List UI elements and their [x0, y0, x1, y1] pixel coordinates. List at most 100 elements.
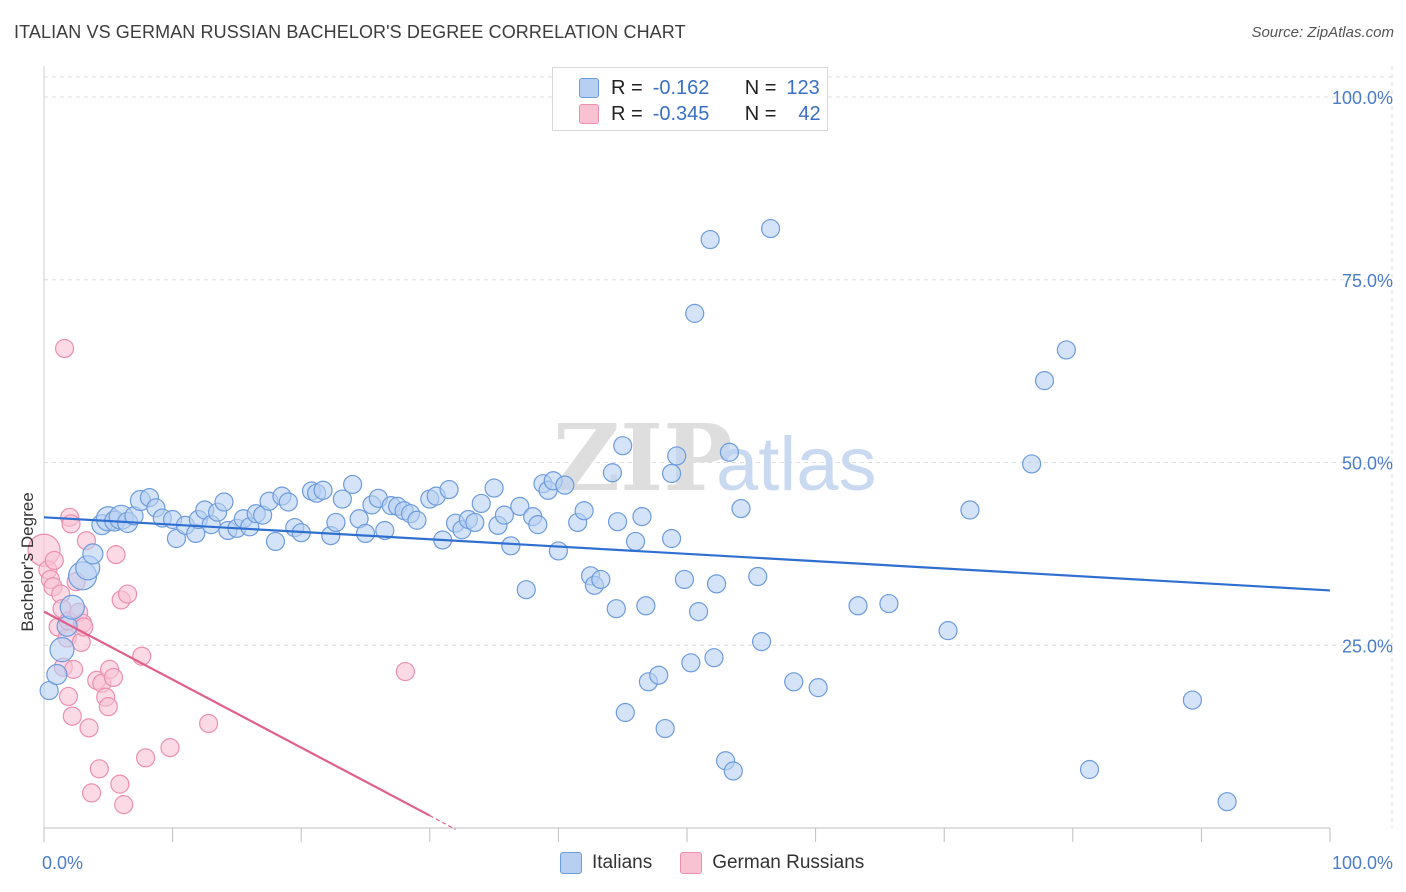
- y-tick-label: 25.0%: [1342, 636, 1393, 656]
- german-russian-point: [135, 748, 156, 768]
- italians-swatch: [579, 78, 599, 98]
- italian-point: [555, 475, 575, 495]
- italian-point: [748, 566, 768, 587]
- italian-point: [607, 512, 628, 532]
- series-legend: Italians German Russians: [560, 852, 892, 874]
- chart-title: ITALIAN VS GERMAN RUSSIAN BACHELOR'S DEG…: [14, 22, 686, 42]
- italian-point: [688, 602, 709, 622]
- axes: [43, 66, 1331, 842]
- italian-point: [1056, 340, 1076, 360]
- german-russian-point: [89, 759, 109, 779]
- watermark: ZIP atlas: [553, 404, 877, 512]
- italian-point: [501, 536, 521, 556]
- italian-point: [548, 541, 569, 561]
- italian-point: [471, 493, 491, 514]
- italian-point: [808, 678, 828, 698]
- italian-point: [751, 631, 772, 652]
- italian-point: [848, 596, 868, 616]
- italian-point: [706, 574, 727, 594]
- italian-point: [960, 500, 980, 520]
- german-russian-point: [199, 713, 219, 734]
- italian-point: [1022, 454, 1042, 474]
- italian-point: [59, 594, 85, 620]
- italians-trend-line: [43, 516, 1331, 592]
- italian-point: [636, 596, 656, 616]
- german-russians-trend-line: [43, 610, 431, 817]
- x-tick-label: 0.0%: [42, 853, 83, 873]
- italian-point: [1217, 792, 1237, 812]
- italian-point: [494, 505, 514, 525]
- italian-point: [606, 599, 626, 619]
- italian-point: [613, 436, 633, 456]
- italian-point: [1034, 371, 1055, 391]
- legend-n-label: N =: [744, 76, 777, 99]
- legend-r-value: -0.345: [652, 102, 710, 125]
- watermark-atlas: atlas: [716, 422, 877, 507]
- german-russian-point: [44, 550, 64, 571]
- german-russian-point: [106, 545, 126, 565]
- german-russians-legend-swatch: [680, 852, 703, 874]
- italian-point: [731, 498, 751, 519]
- italian-point: [375, 520, 395, 541]
- italian-point: [879, 593, 899, 614]
- italian-point: [332, 489, 352, 509]
- italian-point: [784, 672, 804, 692]
- german-russian-point: [62, 706, 82, 726]
- italian-point: [278, 492, 298, 512]
- italian-point: [661, 528, 682, 549]
- legend-n-value: 42: [798, 102, 821, 125]
- legend-r-label: R =: [611, 102, 643, 125]
- legend-item-italians[interactable]: Italians: [560, 852, 652, 874]
- italians-points: [39, 218, 1237, 812]
- italian-point: [615, 702, 635, 723]
- tick-labels: 100.0% 75.0% 50.0% 25.0% 0.0% 100.0%: [42, 88, 1393, 873]
- italian-point: [574, 501, 594, 521]
- trend-lines: [43, 516, 1331, 830]
- italian-point: [313, 480, 333, 500]
- italian-point: [700, 229, 720, 250]
- italian-point: [214, 492, 234, 512]
- german-russian-point: [110, 774, 130, 794]
- italian-point: [1182, 690, 1202, 710]
- italian-point: [465, 512, 485, 533]
- stats-legend: R = -0.162 N = 123 R = -0.345 N = 42: [552, 67, 828, 131]
- italian-point: [343, 474, 363, 495]
- italian-point: [484, 478, 504, 498]
- italians-legend-swatch: [560, 852, 582, 874]
- italian-point: [1079, 759, 1100, 780]
- italian-point: [723, 761, 743, 781]
- italian-point: [46, 663, 68, 686]
- italian-point: [661, 463, 682, 484]
- italians-legend-label: Italians: [592, 852, 653, 873]
- italian-point: [704, 648, 724, 668]
- legend-row-italians: R = -0.162 N = 123: [579, 76, 820, 100]
- y-tick-label: 50.0%: [1342, 454, 1393, 474]
- italian-point: [528, 515, 548, 535]
- italian-point: [685, 303, 705, 323]
- y-axis-label: Bachelor's Degree: [18, 492, 37, 631]
- german-russian-point: [58, 686, 79, 707]
- source-label: Source: ZipAtlas.com: [1251, 24, 1394, 41]
- legend-r-label: R =: [611, 76, 643, 99]
- german-russian-point: [395, 661, 415, 682]
- german-russian-point: [160, 737, 180, 758]
- italian-point: [166, 528, 187, 549]
- italian-point: [655, 718, 675, 739]
- x-tick-label: 100.0%: [1332, 853, 1393, 873]
- legend-r-value: -0.162: [652, 76, 710, 99]
- german-russian-point: [114, 795, 134, 815]
- italian-point: [674, 569, 695, 590]
- legend-n-value: 123: [786, 76, 820, 99]
- italian-point: [591, 569, 611, 590]
- legend-row-german-russians: R = -0.345 N = 42: [579, 102, 821, 126]
- german-russian-point: [79, 718, 99, 738]
- italian-point: [265, 531, 286, 552]
- german-russians-trend-extension: [429, 815, 456, 830]
- italian-point: [516, 580, 536, 600]
- italian-point: [719, 442, 740, 462]
- italian-point: [355, 523, 376, 544]
- legend-item-german-russians[interactable]: German Russians: [680, 852, 864, 874]
- german-russian-point: [54, 338, 75, 359]
- legend-n-label: N =: [744, 102, 777, 125]
- italian-point: [649, 665, 669, 685]
